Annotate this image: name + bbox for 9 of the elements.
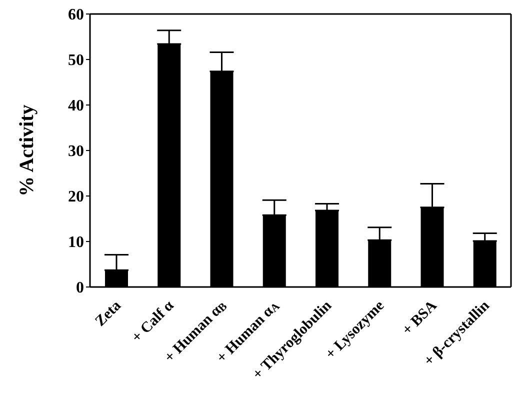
y-tick-label: 40 [68,98,84,115]
y-tick-label: 50 [68,52,84,70]
y-tick-label: 0 [76,280,84,297]
x-tick-label: Zeta [92,297,125,330]
y-tick-label: 60 [68,6,84,24]
y-tick-label: 10 [68,234,84,252]
y-axis-title: % Activity [16,104,38,196]
y-tick-label: 20 [68,188,84,206]
y-tick-label: 30 [68,143,84,160]
